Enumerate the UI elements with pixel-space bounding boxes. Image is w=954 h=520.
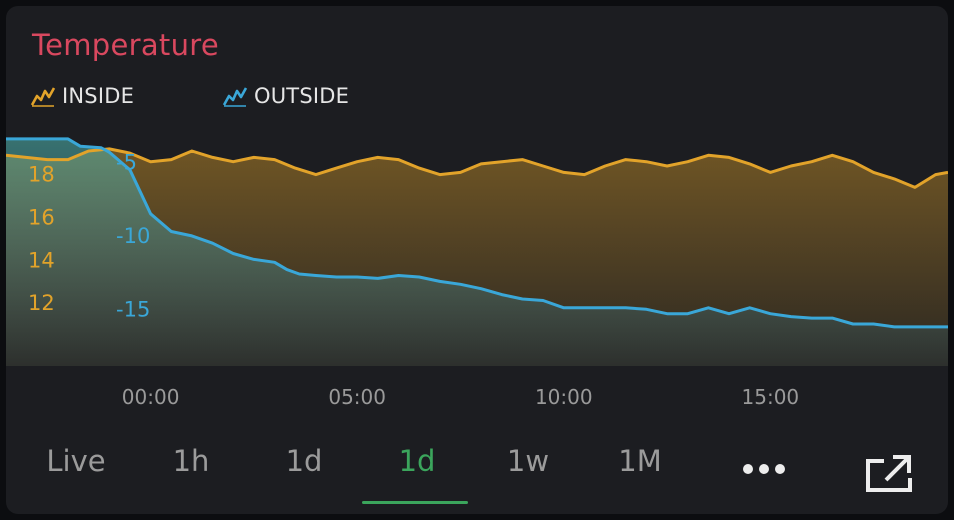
- legend-label-outside: OUTSIDE: [254, 84, 350, 108]
- x-axis-tick-label: 05:00: [328, 385, 386, 409]
- more-options-button[interactable]: [734, 444, 794, 494]
- inside-axis-tick-label: 12: [28, 291, 55, 315]
- legend-item-inside[interactable]: INSIDE: [30, 84, 134, 108]
- active-tab-indicator: [362, 501, 468, 504]
- temperature-widget: Temperature INSIDE OUTSIDE 18 16 14 12 -5-: [6, 6, 948, 514]
- tab-1h[interactable]: 1h: [172, 444, 210, 478]
- outside-axis-tick-label: -5: [116, 150, 137, 174]
- legend-item-outside[interactable]: OUTSIDE: [222, 84, 349, 108]
- open-external-button[interactable]: [860, 448, 920, 498]
- inside-axis-tick-label: 16: [28, 205, 55, 229]
- tab-1d-active[interactable]: 1d: [398, 444, 436, 478]
- inside-line: [6, 147, 948, 189]
- tab-1d[interactable]: 1d: [285, 444, 323, 478]
- tab-1m[interactable]: 1M: [618, 444, 662, 478]
- tab-live[interactable]: Live: [46, 444, 106, 478]
- more-dots-icon: [740, 464, 788, 474]
- outside-axis-tick-label: -15: [116, 297, 150, 321]
- open-external-icon: [866, 455, 912, 492]
- widget-title: Temperature: [32, 28, 219, 62]
- inside-axis-tick-label: 14: [28, 248, 55, 272]
- x-axis-tick-label: 10:00: [535, 385, 593, 409]
- temperature-chart[interactable]: 18 16 14 12 -5 -10 -15 00:00 05:00 10:00 15:00: [6, 6, 948, 426]
- x-axis-tick-label: 00:00: [122, 385, 180, 409]
- outside-line: [6, 137, 948, 329]
- x-axis-tick-label: 15:00: [742, 385, 800, 409]
- chart-line-icon: [222, 87, 248, 107]
- legend-label-inside: INSIDE: [62, 84, 135, 108]
- chart-line-icon: [30, 87, 56, 107]
- time-range-tabs: Live 1h 1d 1d 1w 1M: [6, 444, 948, 504]
- tab-1w[interactable]: 1w: [506, 444, 550, 478]
- outside-axis-tick-label: -10: [116, 224, 150, 248]
- inside-axis-tick-label: 18: [28, 163, 55, 187]
